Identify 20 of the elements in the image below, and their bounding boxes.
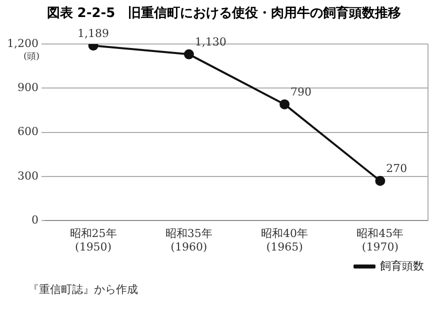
point <box>375 176 386 186</box>
data-label: 1,130 <box>194 36 226 49</box>
x-tick-label: 昭和25年 (1950) <box>70 227 117 254</box>
y-tick-label: 0 <box>31 213 38 226</box>
y-tick-label: 300 <box>17 169 38 182</box>
data-label: 790 <box>290 86 312 99</box>
point <box>184 49 194 60</box>
data-label: 270 <box>386 162 408 176</box>
y-tick-label: 900 <box>17 81 38 94</box>
data-label: 1,189 <box>78 26 110 40</box>
text: 『重信町誌』から作成 <box>28 282 139 297</box>
y-axis-title: (頭) <box>23 52 40 62</box>
y-tick-label: 1,200 <box>6 36 38 50</box>
chart-title: 図表 2-2-5 旧重信町における使役・肉用牛の飼育頭数推移 <box>46 4 402 21</box>
legend-label: 飼育頭数 <box>380 259 424 272</box>
y-tick-label: 600 <box>17 125 38 138</box>
x-tick-label: 昭和35年 (1960) <box>165 227 212 254</box>
x-tick-label: 昭和40年 (1965) <box>261 227 308 254</box>
point <box>280 99 290 110</box>
x-tick-label: 昭和45年 (1970) <box>356 227 404 254</box>
